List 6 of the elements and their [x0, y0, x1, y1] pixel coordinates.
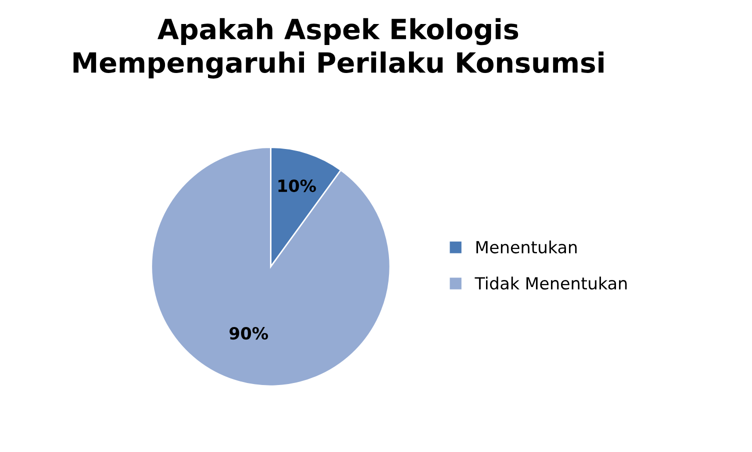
- data-label: 90%: [230, 327, 268, 340]
- data-label: 10%: [278, 179, 316, 192]
- legend-label: Menentukan: [476, 240, 577, 254]
- legend-label: Tidak Menentukan: [474, 276, 627, 290]
- pie-slice: [150, 146, 391, 387]
- chart-title: Apakah Aspek Ekologis Mempengaruhi Perilaku Konsumsi: [74, 18, 604, 79]
